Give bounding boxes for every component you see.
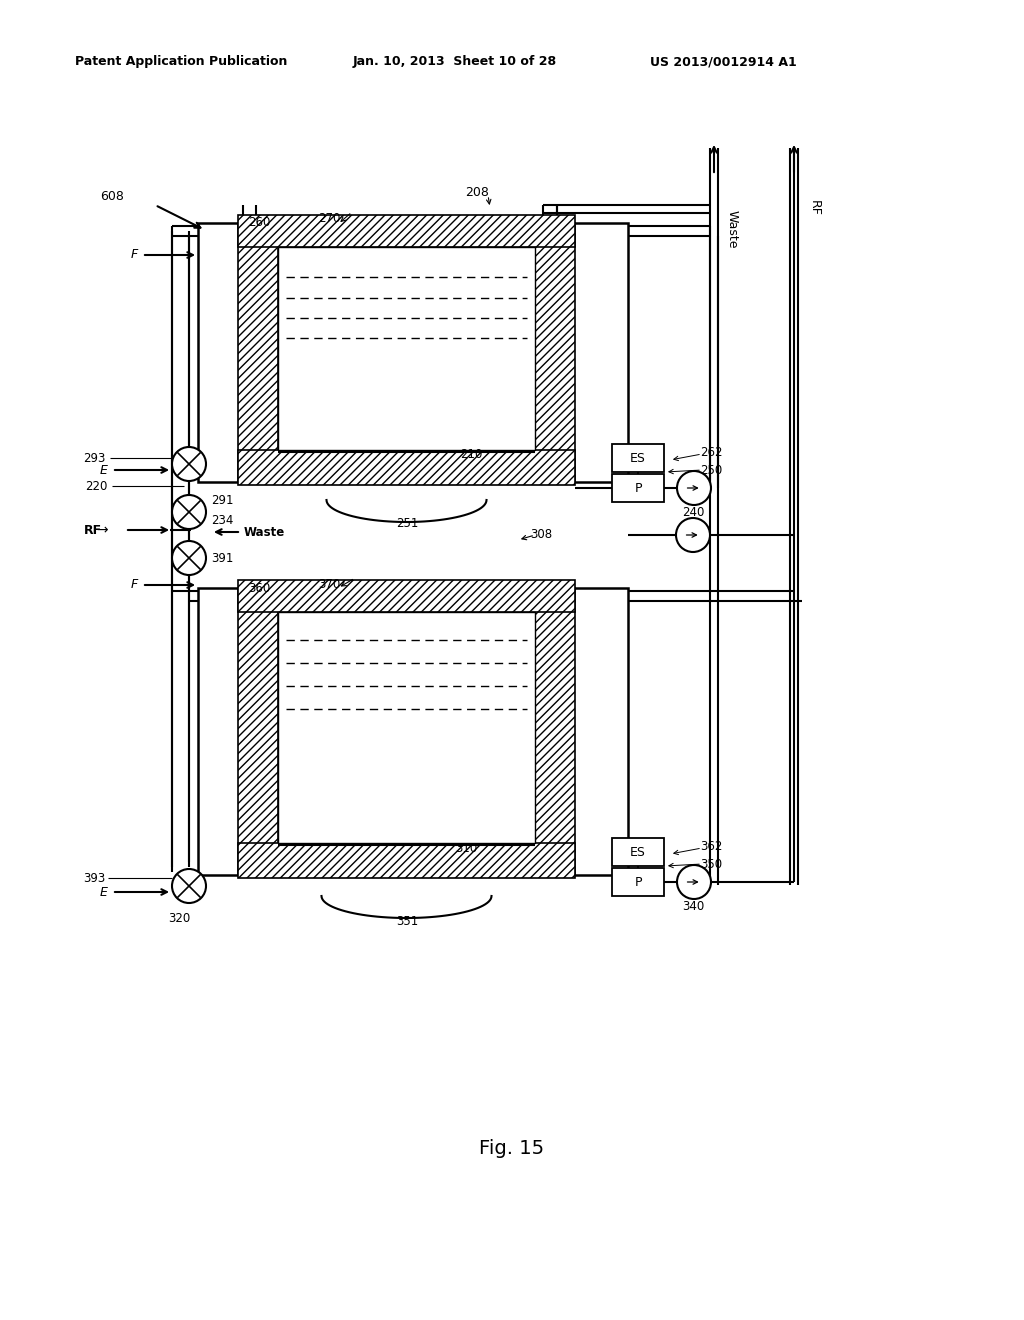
Bar: [198, 223, 628, 482]
Bar: [278, 612, 535, 843]
Bar: [612, 444, 664, 473]
Text: RF: RF: [808, 201, 821, 216]
Text: Jan. 10, 2013  Sheet 10 of 28: Jan. 10, 2013 Sheet 10 of 28: [353, 55, 557, 69]
Bar: [535, 587, 575, 875]
Text: ES: ES: [630, 451, 646, 465]
Text: 370: 370: [318, 578, 340, 590]
Text: E: E: [100, 463, 108, 477]
Text: Waste: Waste: [244, 525, 286, 539]
Circle shape: [172, 869, 206, 903]
Text: P: P: [634, 875, 642, 888]
Text: 210: 210: [460, 449, 482, 462]
Circle shape: [172, 495, 206, 529]
Bar: [198, 587, 628, 875]
Circle shape: [676, 517, 710, 552]
Bar: [238, 450, 575, 484]
Circle shape: [677, 865, 711, 899]
Circle shape: [677, 471, 711, 506]
Bar: [612, 838, 664, 866]
Text: 262: 262: [700, 446, 723, 459]
Bar: [278, 247, 535, 450]
Text: 351: 351: [396, 915, 419, 928]
Text: 260: 260: [248, 215, 270, 228]
Text: Patent Application Publication: Patent Application Publication: [75, 55, 288, 69]
Bar: [238, 215, 575, 247]
Text: 220: 220: [86, 479, 108, 492]
Bar: [238, 223, 278, 482]
Text: 320: 320: [168, 912, 190, 924]
Text: →: →: [96, 523, 108, 537]
Text: 362: 362: [700, 841, 722, 854]
Text: RF: RF: [84, 524, 102, 536]
Bar: [612, 869, 664, 896]
Bar: [238, 587, 278, 875]
Text: 293: 293: [83, 451, 105, 465]
Text: 391: 391: [211, 552, 233, 565]
Text: P: P: [634, 482, 642, 495]
Text: Fig. 15: Fig. 15: [479, 1138, 545, 1158]
Bar: [238, 843, 575, 878]
Text: 608: 608: [100, 190, 124, 203]
Text: 208: 208: [465, 186, 488, 198]
Bar: [278, 612, 535, 843]
Text: 360: 360: [248, 582, 270, 594]
Text: F: F: [131, 578, 138, 591]
Text: 240: 240: [682, 507, 705, 520]
Bar: [278, 247, 535, 450]
Text: 270: 270: [318, 211, 340, 224]
Text: 393: 393: [83, 871, 105, 884]
Text: 251: 251: [396, 517, 419, 531]
Text: 308: 308: [530, 528, 552, 541]
Text: 234: 234: [211, 513, 233, 527]
Text: Waste: Waste: [726, 210, 739, 248]
Bar: [535, 223, 575, 482]
Bar: [238, 579, 575, 612]
Circle shape: [172, 541, 206, 576]
Bar: [612, 474, 664, 502]
Text: 340: 340: [682, 900, 705, 913]
Text: 350: 350: [700, 858, 722, 870]
Text: 250: 250: [700, 463, 722, 477]
Circle shape: [172, 447, 206, 480]
Text: US 2013/0012914 A1: US 2013/0012914 A1: [650, 55, 797, 69]
Text: ES: ES: [630, 846, 646, 858]
Text: F: F: [131, 248, 138, 261]
Text: 291: 291: [211, 494, 233, 507]
Text: E: E: [100, 886, 108, 899]
Text: 310: 310: [455, 842, 477, 854]
